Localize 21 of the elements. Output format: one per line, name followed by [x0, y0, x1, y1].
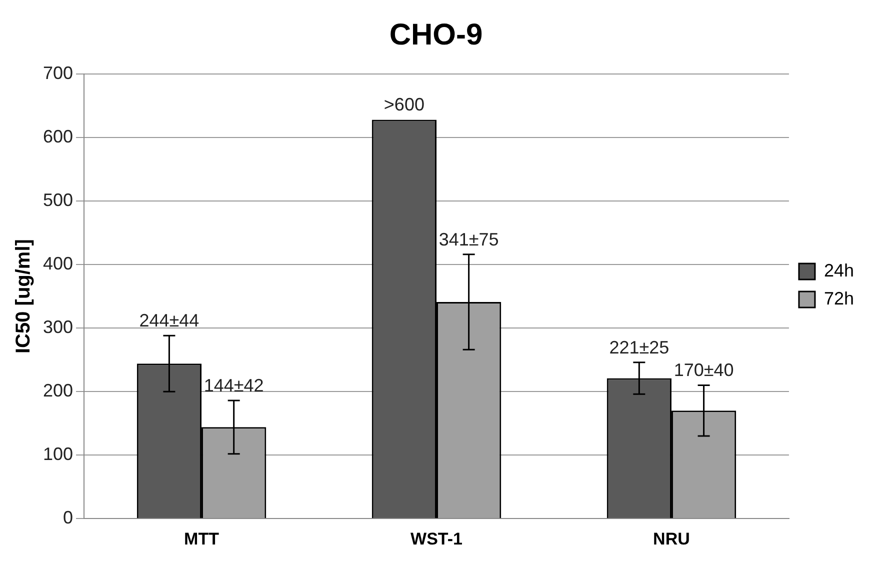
data-label: 221±25 — [609, 337, 670, 358]
y-tick-label: 0 — [63, 508, 74, 528]
data-label: >600 — [384, 94, 424, 115]
y-tick-label: 100 — [42, 444, 74, 464]
y-tick-label: 400 — [42, 254, 74, 274]
x-tick-label: NRU — [653, 529, 690, 548]
data-label: 170±40 — [674, 360, 734, 380]
y-tick-label: 200 — [42, 380, 74, 401]
y-tick-label: 300 — [42, 317, 74, 338]
x-tick-label: WST-1 — [410, 529, 462, 548]
y-tick-label: 500 — [42, 190, 74, 210]
chart-title: CHO-9 — [389, 18, 483, 52]
y-tick-label: 600 — [42, 126, 74, 146]
legend-label: 24h — [824, 260, 854, 280]
y-tick-label: 700 — [42, 62, 74, 83]
data-label: 244±44 — [139, 310, 200, 331]
y-axis-title: IC50 [ug/ml] — [12, 239, 35, 354]
data-label: 341±75 — [438, 229, 499, 250]
data-label: 144±42 — [204, 375, 264, 396]
x-tick-label: MTT — [184, 529, 220, 548]
legend-label: 72h — [824, 288, 854, 308]
